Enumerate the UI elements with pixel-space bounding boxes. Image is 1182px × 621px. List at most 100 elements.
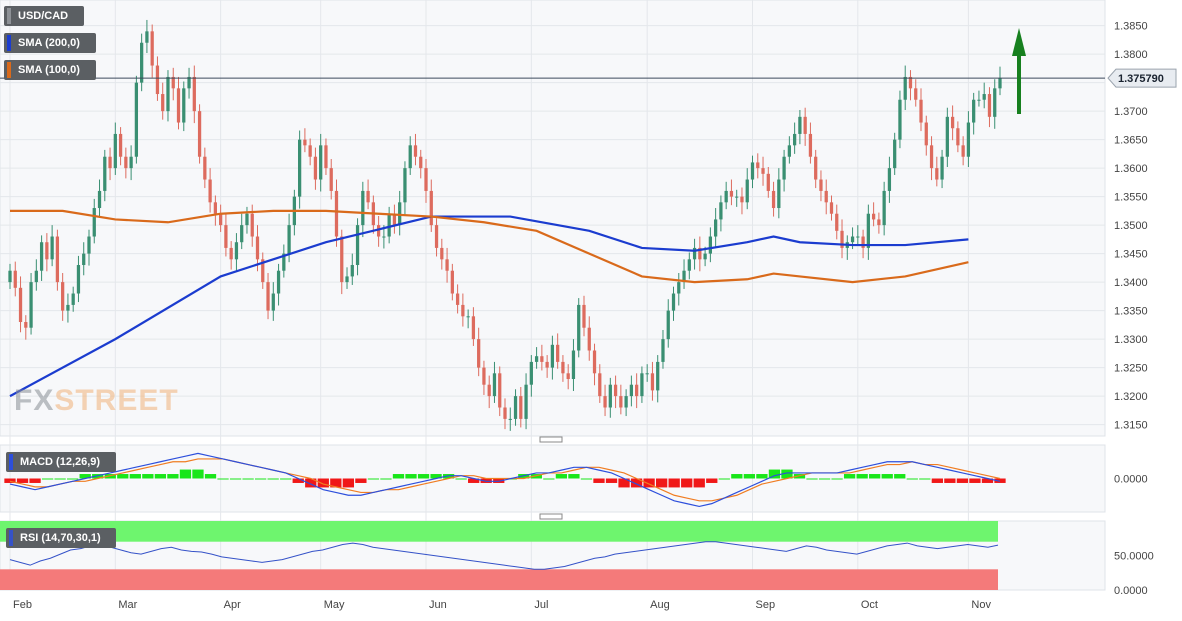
macd-histogram-bar	[468, 478, 480, 483]
candle-body	[482, 367, 486, 385]
candle-body	[908, 76, 913, 89]
candle-body	[577, 304, 581, 351]
candle-body	[408, 145, 412, 169]
candle-body	[761, 168, 765, 174]
macd-histogram-bar	[756, 474, 768, 479]
macd-histogram-bar	[342, 478, 354, 488]
candle-body	[682, 270, 686, 283]
candle-body	[140, 42, 144, 83]
candle-body	[592, 350, 597, 374]
candle-body	[866, 213, 870, 248]
candle-body	[861, 236, 865, 248]
candle-body	[756, 162, 760, 169]
candle-body	[671, 293, 676, 311]
candle-body	[324, 145, 328, 169]
y-tick-label: 1.3600	[1114, 163, 1148, 175]
macd-histogram-bar	[41, 478, 54, 480]
candle-body	[61, 282, 65, 311]
watermark-street: STREET	[54, 384, 179, 417]
candle-body	[566, 373, 570, 380]
legend-symbol[interactable]: USD/CAD	[4, 6, 84, 26]
sma100-swatch	[7, 62, 11, 78]
candle-body	[808, 133, 813, 157]
candle-body	[782, 156, 786, 180]
candle-body	[919, 99, 923, 123]
candle-body	[187, 76, 191, 89]
y-tick-label: 1.3350	[1114, 306, 1148, 318]
rsi-line	[9, 541, 999, 570]
x-tick-label: May	[324, 599, 345, 611]
candle-body	[513, 396, 518, 419]
macd-histogram-bar	[217, 478, 229, 480]
candle-body	[124, 156, 128, 169]
y-tick-label: 1.3650	[1114, 135, 1148, 147]
y-tick-label: 1.3250	[1114, 363, 1148, 375]
candle-body	[898, 99, 902, 140]
rsi-oversold-zone	[0, 569, 998, 590]
rsi-overbought-zone	[0, 521, 998, 542]
macd-histogram-bar	[117, 474, 129, 479]
candle-body	[361, 190, 365, 226]
candle-body	[118, 133, 123, 157]
macd-histogram-bar	[781, 469, 793, 479]
macd-histogram-bar	[417, 474, 430, 479]
macd-panel-resize-handle	[539, 513, 563, 520]
x-tick-label: Aug	[650, 599, 670, 611]
macd-histogram-bar	[229, 478, 242, 480]
legend-sma200[interactable]: SMA (200,0)	[4, 33, 96, 53]
y-tick-label: 1.3800	[1114, 49, 1148, 61]
candle-body	[603, 396, 607, 408]
candle-body	[698, 247, 702, 260]
candle-body	[224, 225, 228, 248]
candle-body	[39, 242, 44, 271]
x-tick-label: Jun	[429, 599, 447, 611]
x-tick-label: Nov	[971, 599, 991, 611]
legend-macd[interactable]: MACD (12,26,9)	[6, 452, 116, 472]
macd-histogram-bar	[693, 478, 705, 488]
macd-histogram-bar	[593, 478, 605, 483]
candle-body	[445, 259, 449, 271]
macd-histogram-bar	[29, 478, 41, 483]
candle-body	[714, 219, 718, 237]
candle-body	[824, 190, 828, 203]
candle-body	[82, 253, 86, 266]
candle-body	[92, 208, 96, 237]
candle-body	[719, 202, 723, 220]
watermark-fx: FX	[14, 384, 55, 417]
candle-body	[419, 156, 423, 169]
candle-body	[524, 384, 528, 419]
macd-histogram-bar	[317, 478, 329, 488]
macd-histogram-bar	[280, 478, 292, 480]
candle-body	[161, 94, 165, 112]
legend-sma100[interactable]: SMA (100,0)	[4, 60, 96, 80]
candle-body	[471, 316, 476, 340]
candle-body	[103, 156, 107, 191]
candle-body	[924, 122, 928, 146]
macd-histogram-bar	[944, 478, 956, 483]
candle-body	[545, 361, 549, 368]
candle-body	[750, 162, 755, 180]
candle-body	[297, 139, 302, 197]
macd-histogram-bar	[4, 478, 16, 483]
candle-body	[613, 384, 618, 397]
y-tick-label: 1.3400	[1114, 277, 1148, 289]
macd-histogram-bar	[204, 474, 217, 479]
candle-body	[282, 253, 286, 271]
fxstreet-watermark-logo: FXSTREET	[14, 384, 179, 418]
candle-body	[13, 270, 17, 288]
candle-body	[355, 225, 360, 266]
candle-body	[771, 190, 776, 209]
macd-histogram-bar	[54, 478, 66, 480]
macd-histogram-bar	[67, 478, 79, 480]
legend-rsi[interactable]: RSI (14,70,30,1)	[6, 528, 116, 548]
candle-body	[745, 179, 749, 203]
macd-histogram-bar	[254, 478, 267, 480]
macd-histogram-bar	[906, 478, 918, 480]
candle-body	[903, 76, 907, 100]
candle-body	[966, 122, 971, 157]
macd-histogram-bar	[806, 478, 818, 480]
candle-body	[929, 145, 934, 169]
sma100-line	[10, 209, 969, 284]
macd-histogram-bar	[242, 478, 254, 480]
